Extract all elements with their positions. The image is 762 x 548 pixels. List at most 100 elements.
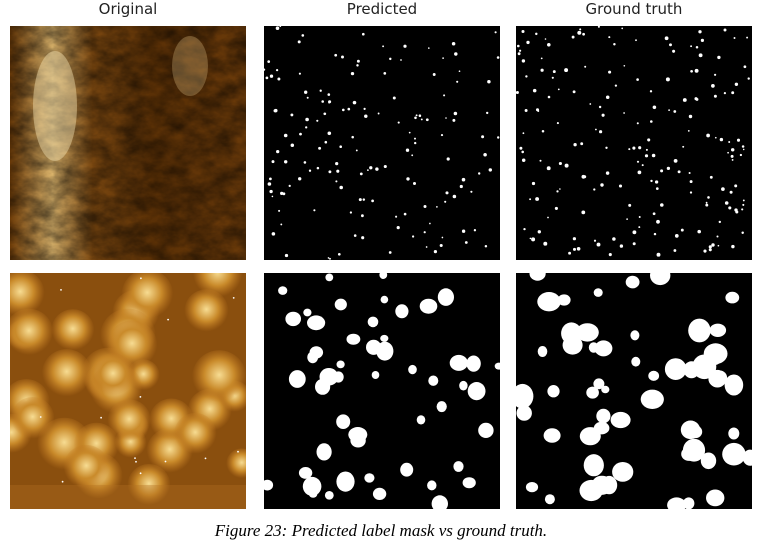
mask-spot	[414, 116, 417, 120]
column-header-original: Original	[98, 0, 158, 18]
mask-blob	[516, 405, 532, 421]
mask-spot	[714, 136, 717, 139]
mask-blob	[334, 298, 347, 311]
ground-truth-spots	[516, 26, 750, 257]
mask-spot	[420, 118, 423, 121]
mask-spot	[608, 70, 612, 74]
mask-spot	[540, 57, 543, 60]
mask-spot	[593, 239, 597, 242]
mask-spot	[694, 68, 699, 73]
mask-spot	[556, 190, 559, 193]
mask-blob	[346, 333, 361, 345]
mask-blob	[376, 341, 394, 361]
mask-blob	[610, 411, 631, 429]
mask-spot	[729, 190, 733, 194]
mask-blob	[380, 334, 389, 342]
mask-spot	[581, 210, 586, 215]
afm-bright-speck	[39, 416, 42, 418]
afm-grain	[63, 444, 110, 491]
mask-spot	[695, 45, 699, 49]
mask-blob	[333, 371, 344, 383]
mask-spot	[516, 44, 520, 48]
mask-spot	[728, 206, 732, 210]
mask-blob	[478, 422, 494, 438]
afm-bright-speck	[135, 460, 137, 463]
mask-spot	[358, 198, 362, 202]
mask-spot	[429, 222, 431, 225]
mask-spot	[335, 180, 338, 183]
afm-bright-speck	[164, 460, 167, 463]
mask-spot	[552, 70, 556, 74]
mask-blob	[722, 442, 746, 466]
mask-spot	[327, 257, 330, 259]
mask-spot	[559, 188, 561, 190]
mask-spot	[478, 172, 481, 175]
mask-spot	[613, 42, 616, 46]
mask-spot	[336, 169, 340, 173]
mask-spot	[445, 117, 447, 119]
mask-spot	[612, 237, 616, 241]
mask-spot	[403, 44, 407, 48]
mask-blob	[367, 316, 379, 328]
mask-spot	[271, 160, 275, 164]
mask-spot	[660, 203, 664, 207]
mask-blob	[601, 475, 618, 495]
mask-spot	[271, 232, 276, 236]
mask-blob	[579, 479, 603, 502]
mask-spot	[353, 234, 357, 237]
mask-spot	[516, 90, 519, 95]
mask-spot	[589, 103, 592, 105]
mask-spot	[497, 136, 500, 139]
mask-spot	[568, 251, 572, 255]
mask-spot	[741, 208, 744, 211]
mask-spot	[626, 218, 628, 220]
afm-grain	[90, 353, 136, 398]
mask-spot	[638, 216, 641, 218]
mask-spot	[605, 146, 608, 149]
mask-spot	[623, 64, 626, 67]
mask-spot	[709, 175, 713, 179]
mask-spot	[723, 28, 727, 32]
mask-spot	[383, 164, 387, 169]
mask-spot	[665, 77, 670, 82]
mask-spot	[382, 45, 385, 48]
mask-spot	[742, 199, 745, 202]
mask-spot	[522, 132, 525, 135]
mask-spot	[446, 157, 450, 161]
mask-blob	[303, 308, 312, 317]
mask-spot	[723, 91, 727, 95]
mask-spot	[708, 248, 712, 252]
afm-grain	[184, 289, 229, 334]
mask-spot	[290, 113, 294, 117]
mask-spot	[423, 231, 426, 234]
mask-spot	[525, 75, 528, 78]
mask-spot	[547, 216, 549, 219]
afm-grain	[107, 399, 151, 443]
mask-blob	[664, 358, 687, 380]
mask-spot	[273, 109, 277, 113]
mask-spot	[581, 174, 586, 179]
mask-spot	[306, 96, 309, 99]
mask-spot	[451, 41, 456, 46]
mask-blob	[298, 467, 313, 479]
mask-spot	[734, 82, 739, 86]
mask-spot	[649, 120, 653, 123]
mask-blob	[309, 346, 324, 359]
mask-spot	[689, 191, 693, 194]
mask-spot	[632, 230, 637, 235]
mask-spot	[741, 231, 744, 234]
original-image-row-1	[10, 26, 246, 260]
mask-blob	[596, 408, 611, 424]
mask-spot	[290, 143, 295, 148]
mask-spot	[572, 237, 577, 241]
mask-spot	[328, 101, 330, 104]
mask-spot	[280, 223, 283, 226]
mask-spot	[415, 114, 418, 117]
mask-blob	[449, 354, 468, 371]
mask-spot	[645, 148, 648, 151]
mask-spot	[316, 166, 320, 170]
mask-spot	[396, 226, 400, 230]
mask-spot	[308, 169, 312, 172]
mask-spot	[628, 148, 631, 151]
mask-spot	[361, 236, 365, 240]
